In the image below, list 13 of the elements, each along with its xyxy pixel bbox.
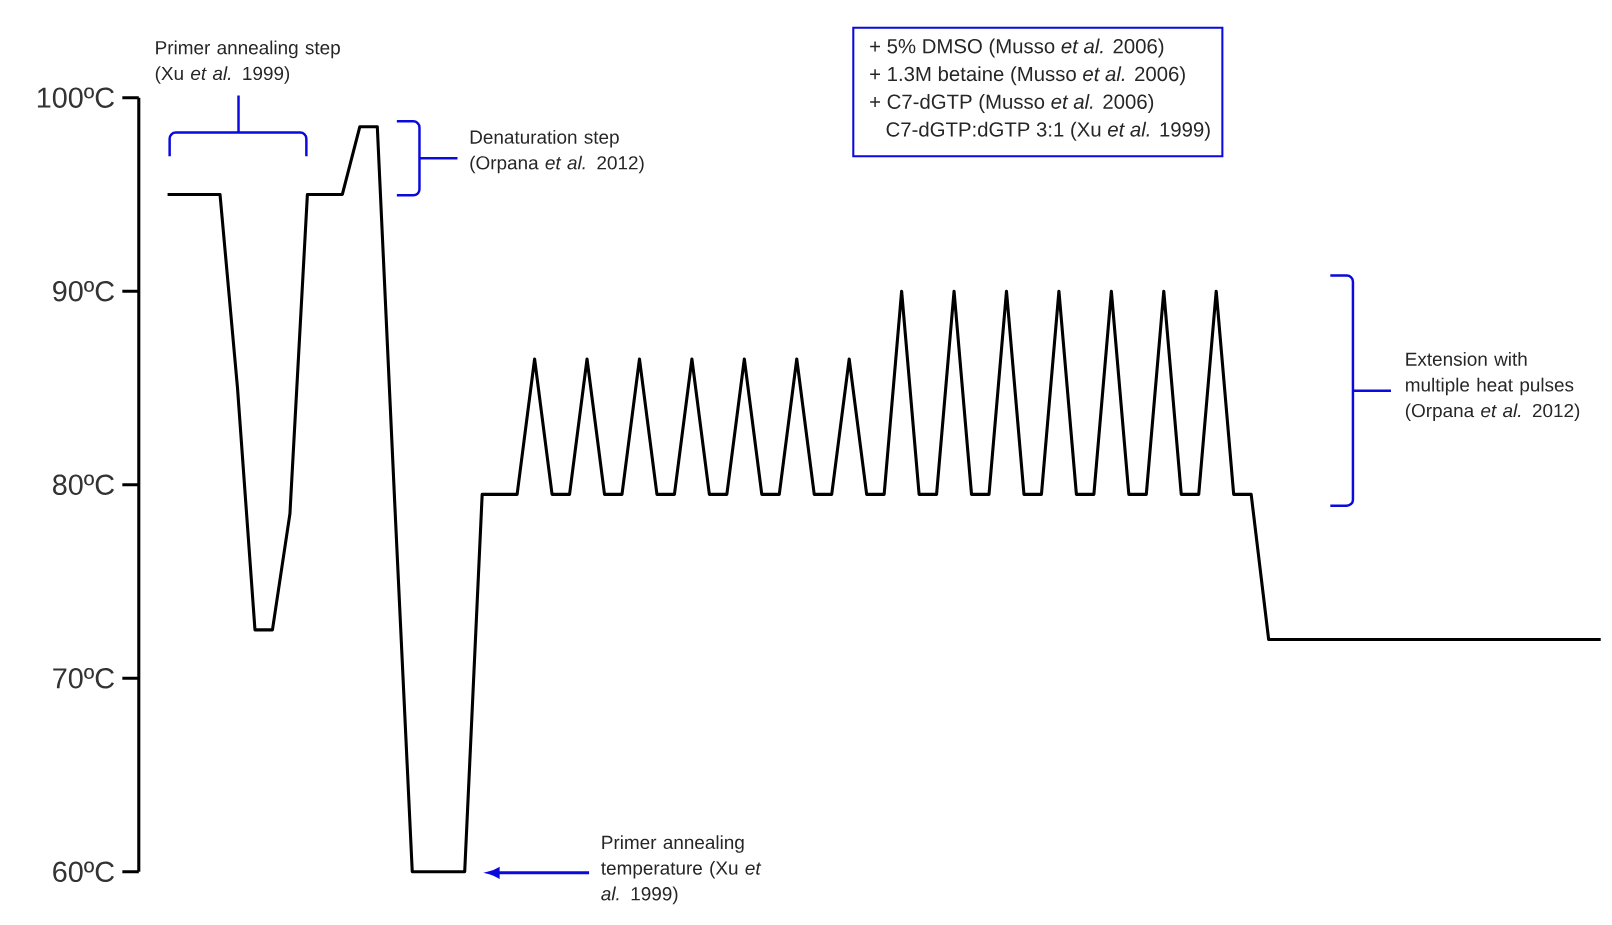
y-tick-label: 80ºC: [53, 474, 114, 495]
text: + 1.3M betaine (Musso et al. 2006): [870, 66, 1185, 86]
annotation: + C7-dGTP (Musso et al. 2006): [870, 93, 1154, 113]
y-tick-label: 100ºC: [37, 87, 114, 108]
annotation: C7-dGTP:dGTP 3:1 (Xu et al. 1999): [886, 121, 1210, 141]
y-tick-label: 90ºC: [53, 280, 114, 302]
text: + 5% DMSO (Musso et al. 2006): [870, 38, 1164, 58]
y-tick-label: 70ºC: [53, 667, 114, 689]
text: Primer annealing step (Xu et al. 1999): [155, 40, 340, 84]
y-tick-label: 60ºC: [53, 861, 114, 882]
annotation: Extension with multiple heat pulses (Orpana et al. 2012): [1405, 351, 1580, 421]
annotation: Denaturation step (Orpana et al. 2012): [470, 129, 644, 174]
text: Primer annealing temperature (Xu et al. 1999): [601, 835, 762, 905]
